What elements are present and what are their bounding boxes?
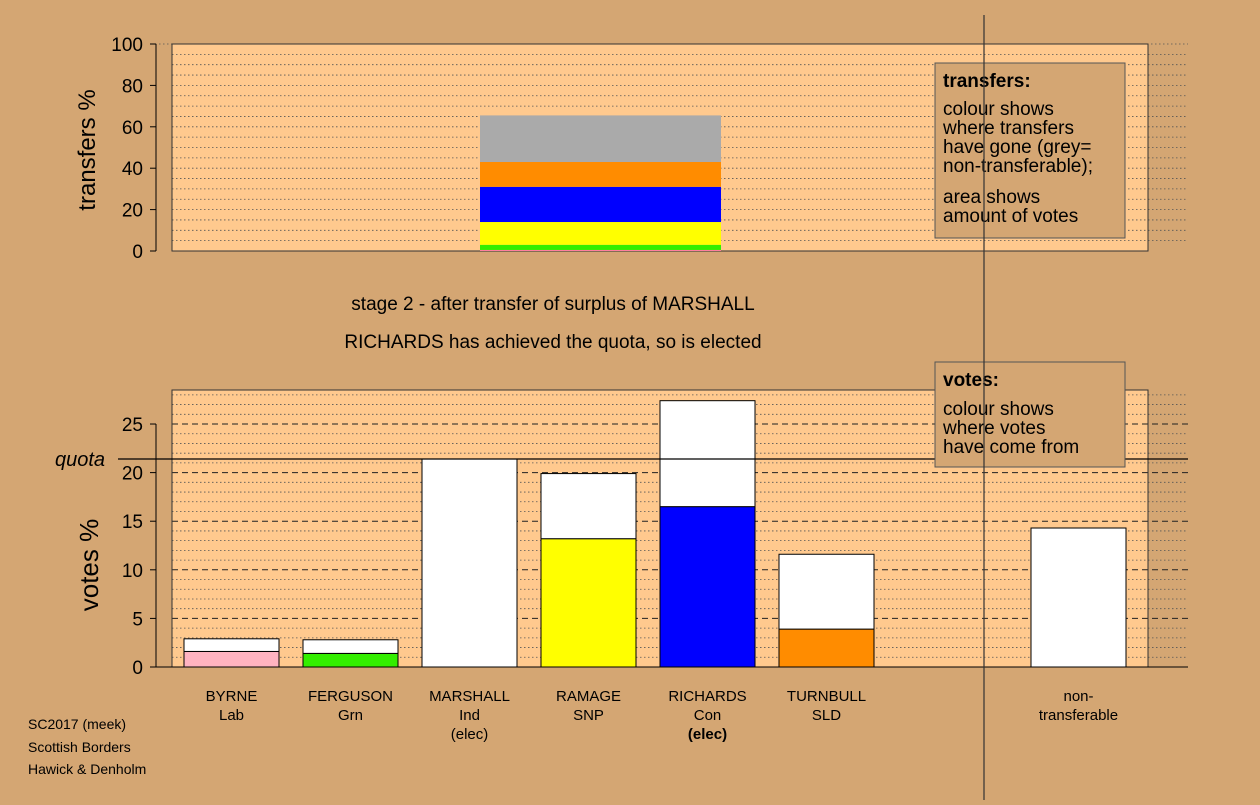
vote-segment-richards xyxy=(659,506,756,668)
transfers-ytick-label: 20 xyxy=(122,201,143,222)
votes-legend-line: have come from xyxy=(943,437,1079,458)
votes-ytick-label: 0 xyxy=(132,658,143,679)
vote-segment-richards xyxy=(659,400,756,508)
non-transferable-label: transferable xyxy=(1039,707,1118,724)
votes-legend-line: colour shows xyxy=(943,399,1054,420)
transfers-ytick-label: 40 xyxy=(122,159,143,180)
votes-ytick-label: 15 xyxy=(122,512,143,533)
candidate-elected-note: (elec) xyxy=(451,726,489,743)
vote-segment-turnbull xyxy=(778,553,875,630)
transfers-legend-title: transfers: xyxy=(943,71,1031,92)
vote-segment-ferguson xyxy=(302,639,399,654)
transfer-segment xyxy=(480,186,721,223)
transfers-ytick-label: 0 xyxy=(132,242,143,263)
transfers-legend-line: have gone (grey= xyxy=(943,137,1091,158)
stage-caption: stage 2 - after transfer of surplus of M… xyxy=(351,294,754,315)
vote-segment-marshall xyxy=(421,458,518,668)
votes-legend-title: votes: xyxy=(943,370,999,391)
transfer-segment xyxy=(480,244,721,250)
transfer-segment xyxy=(480,222,721,245)
vote-segment-non-transferable xyxy=(1030,527,1127,668)
candidate-party-label: SNP xyxy=(573,707,604,724)
votes-axis-label: votes % xyxy=(74,519,104,612)
candidate-party-label: Ind xyxy=(459,707,480,724)
transfers-ytick-label: 100 xyxy=(111,35,143,56)
transfers-legend-line: non-transferable); xyxy=(943,156,1093,177)
votes-ytick-label: 10 xyxy=(122,561,143,582)
candidate-name-label: FERGUSON xyxy=(308,688,393,705)
transfers-legend-line: where transfers xyxy=(942,118,1074,139)
transfers-axis-label: transfers % xyxy=(74,89,101,210)
candidate-party-label: Lab xyxy=(219,707,244,724)
transfers-legend-line: colour shows xyxy=(943,99,1054,120)
vote-segment-byrne xyxy=(183,638,280,652)
vote-segment-byrne xyxy=(183,650,280,668)
transfer-segment xyxy=(480,249,721,251)
transfer-segment xyxy=(480,115,721,162)
candidate-name-label: RAMAGE xyxy=(556,688,621,705)
transfers-ytick-label: 60 xyxy=(122,118,143,139)
elected-caption: RICHARDS has achieved the quota, so is e… xyxy=(344,332,761,353)
vote-segment-ferguson xyxy=(302,652,399,668)
transfers-legend-line: area shows xyxy=(943,187,1040,208)
footer-line: Hawick & Denholm xyxy=(28,761,146,777)
transfer-segment xyxy=(480,161,721,187)
votes-ytick-label: 25 xyxy=(122,415,143,436)
transfers-ytick-label: 80 xyxy=(122,76,143,97)
candidate-party-label: SLD xyxy=(812,707,841,724)
candidate-elected-note: (elec) xyxy=(688,726,727,743)
candidate-party-label: Con xyxy=(694,707,722,724)
quota-label: quota xyxy=(55,449,105,471)
votes-ytick-label: 5 xyxy=(132,609,143,630)
footer-line: Scottish Borders xyxy=(28,739,131,755)
vote-segment-turnbull xyxy=(778,628,875,668)
candidate-party-label: Grn xyxy=(338,707,363,724)
votes-legend-line: where votes xyxy=(942,418,1045,439)
footer-line: SC2017 (meek) xyxy=(28,716,126,732)
candidate-name-label: RICHARDS xyxy=(668,688,746,705)
transfers-legend-line: amount of votes xyxy=(943,206,1078,227)
votes-ytick-label: 20 xyxy=(122,464,143,485)
transfers-legend-box xyxy=(934,62,1126,239)
candidate-name-label: TURNBULL xyxy=(787,688,866,705)
vote-segment-ramage xyxy=(540,538,637,668)
vote-segment-ramage xyxy=(540,473,637,540)
candidate-name-label: MARSHALL xyxy=(429,688,510,705)
non-transferable-label: non- xyxy=(1063,688,1093,705)
votes-legend-box xyxy=(934,361,1126,468)
candidate-name-label: BYRNE xyxy=(206,688,258,705)
